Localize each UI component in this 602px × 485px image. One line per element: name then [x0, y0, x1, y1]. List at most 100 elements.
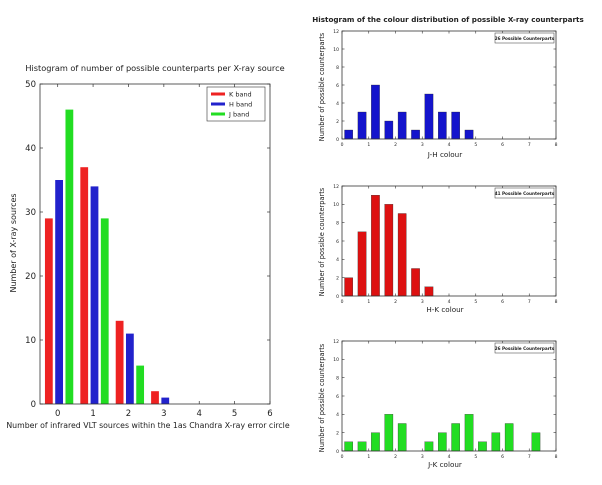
- jh-bar-8: [451, 111, 460, 140]
- jk-bar-9: [478, 441, 487, 452]
- jk-bar-2: [371, 432, 380, 452]
- main-xtick-label: 0: [55, 409, 60, 419]
- jk-bar-11: [504, 423, 514, 452]
- hk-bar-1: [357, 231, 367, 297]
- hk-bar-3: [384, 204, 394, 297]
- bar-j-band-0: [65, 109, 74, 404]
- jk-xtick-label: 3: [421, 454, 424, 460]
- hk-xtick-label: 7: [528, 299, 531, 305]
- hk-xtick-label: 3: [421, 299, 424, 305]
- jh-xtick-label: 7: [528, 142, 531, 148]
- jh-ytick-label: 12: [333, 29, 339, 35]
- jh-xtick-label: 1: [367, 142, 370, 148]
- bar-h-band-2: [125, 333, 134, 404]
- jk-colour-histogram: Number of possible counterparts J-K colo…: [318, 339, 558, 469]
- bar-k-band-3: [151, 391, 159, 404]
- hk-ylabel: Number of possible counterparts: [318, 187, 326, 296]
- jk-plot-frame: [341, 340, 557, 452]
- hk-xtick-label: 0: [341, 299, 344, 305]
- jk-bar-1: [357, 441, 367, 452]
- hk-xtick-label: 5: [474, 299, 477, 305]
- main-xtick-label: 5: [232, 409, 237, 419]
- main-plot-frame: [39, 83, 271, 405]
- jk-ytick-label: 4: [336, 412, 339, 418]
- legend-label-j: J band: [228, 111, 249, 119]
- jh-xtick-label: 5: [474, 142, 477, 148]
- jh-ytick-label: 8: [336, 65, 339, 71]
- hk-bar-5: [411, 268, 420, 297]
- bar-k-band-2: [115, 320, 124, 404]
- jh-xtick-label: 8: [555, 142, 558, 148]
- hk-xtick-label: 1: [367, 299, 370, 305]
- jh-xlabel: J-H colour: [427, 150, 462, 159]
- hk-xlabel: H-K colour: [426, 305, 463, 314]
- bar-h-band-0: [55, 180, 63, 404]
- hk-bar-6: [424, 286, 434, 297]
- jh-xtick-label: 0: [341, 142, 344, 148]
- main-xtick-label: 3: [161, 409, 166, 419]
- jk-ytick-label: 0: [336, 449, 339, 455]
- hk-colour-histogram: Number of possible counterparts H-K colo…: [318, 184, 558, 314]
- hk-bar-4: [397, 213, 407, 297]
- jk-bar-5: [424, 441, 434, 452]
- jk-ytick-label: 2: [336, 430, 339, 436]
- bar-j-band-2: [136, 365, 145, 404]
- counterparts-histogram: Histogram of number of possible counterp…: [6, 63, 289, 430]
- hk-ytick-label: 4: [336, 257, 339, 263]
- jh-xtick-label: 4: [448, 142, 451, 148]
- jk-xtick-label: 0: [341, 454, 344, 460]
- jk-bar-3: [384, 414, 394, 452]
- main-xtick-label: 6: [267, 409, 272, 419]
- jh-xtick-label: 2: [394, 142, 397, 148]
- jh-ytick-label: 6: [336, 83, 339, 89]
- main-chart-xlabel: Number of infrared VLT sources within th…: [6, 421, 289, 430]
- jh-annotation: 26 Possible Counterparts: [495, 36, 555, 41]
- jh-bar-3: [384, 120, 394, 140]
- main-ytick-label: 0: [31, 400, 36, 410]
- jk-bar-0: [344, 441, 353, 452]
- jk-xlabel: J-K colour: [427, 460, 462, 469]
- jh-plot-frame: [341, 30, 557, 140]
- jk-xtick-label: 5: [474, 454, 477, 460]
- jh-bar-2: [371, 84, 380, 140]
- bar-k-band-1: [80, 167, 89, 404]
- main-ytick-label: 40: [25, 144, 36, 154]
- hk-xtick-label: 6: [501, 299, 504, 305]
- main-chart-title: Histogram of number of possible counterp…: [25, 63, 284, 73]
- jh-ytick-label: 4: [336, 101, 339, 107]
- main-ytick-label: 50: [25, 80, 36, 90]
- jk-ylabel: Number of possible counterparts: [318, 343, 326, 452]
- jk-bar-12: [531, 432, 541, 452]
- jh-ylabel: Number of possible counterparts: [318, 32, 326, 141]
- jh-bar-9: [464, 129, 474, 140]
- hk-ytick-label: 2: [336, 275, 339, 281]
- jh-xtick-label: 3: [421, 142, 424, 148]
- colour-panel-title: Histogram of the colour distribution of …: [312, 15, 583, 24]
- bar-h-band-1: [90, 186, 99, 404]
- jk-bar-4: [397, 423, 407, 452]
- jh-bar-6: [424, 93, 434, 140]
- main-chart-ylabel: Number of X-ray sources: [9, 193, 18, 292]
- hk-ytick-label: 8: [336, 220, 339, 226]
- jk-bar-8: [464, 414, 474, 452]
- bar-k-band-0: [44, 218, 53, 404]
- jk-ytick-label: 8: [336, 375, 339, 381]
- main-xtick-label: 4: [197, 409, 202, 419]
- hk-xtick-label: 8: [555, 299, 558, 305]
- jh-bar-1: [357, 111, 367, 140]
- jh-colour-histogram: Histogram of the colour distribution of …: [312, 15, 583, 159]
- hk-annotation-box: [494, 187, 555, 199]
- jk-xtick-label: 7: [528, 454, 531, 460]
- main-chart-legend: K band H band J band: [206, 86, 266, 122]
- legend-label-h: H band: [229, 101, 252, 109]
- main-ytick-label: 30: [25, 208, 36, 218]
- jk-bar-6: [438, 432, 447, 452]
- jk-ytick-label: 12: [333, 339, 339, 345]
- hk-ytick-label: 12: [333, 184, 339, 190]
- jh-xtick-label: 6: [501, 142, 504, 148]
- jk-annotation: 26 Possible Counterparts: [495, 346, 555, 351]
- jk-xtick-label: 6: [501, 454, 504, 460]
- hk-xtick-label: 4: [448, 299, 451, 305]
- jk-bar-10: [491, 432, 501, 452]
- main-xtick-label: 1: [90, 409, 95, 419]
